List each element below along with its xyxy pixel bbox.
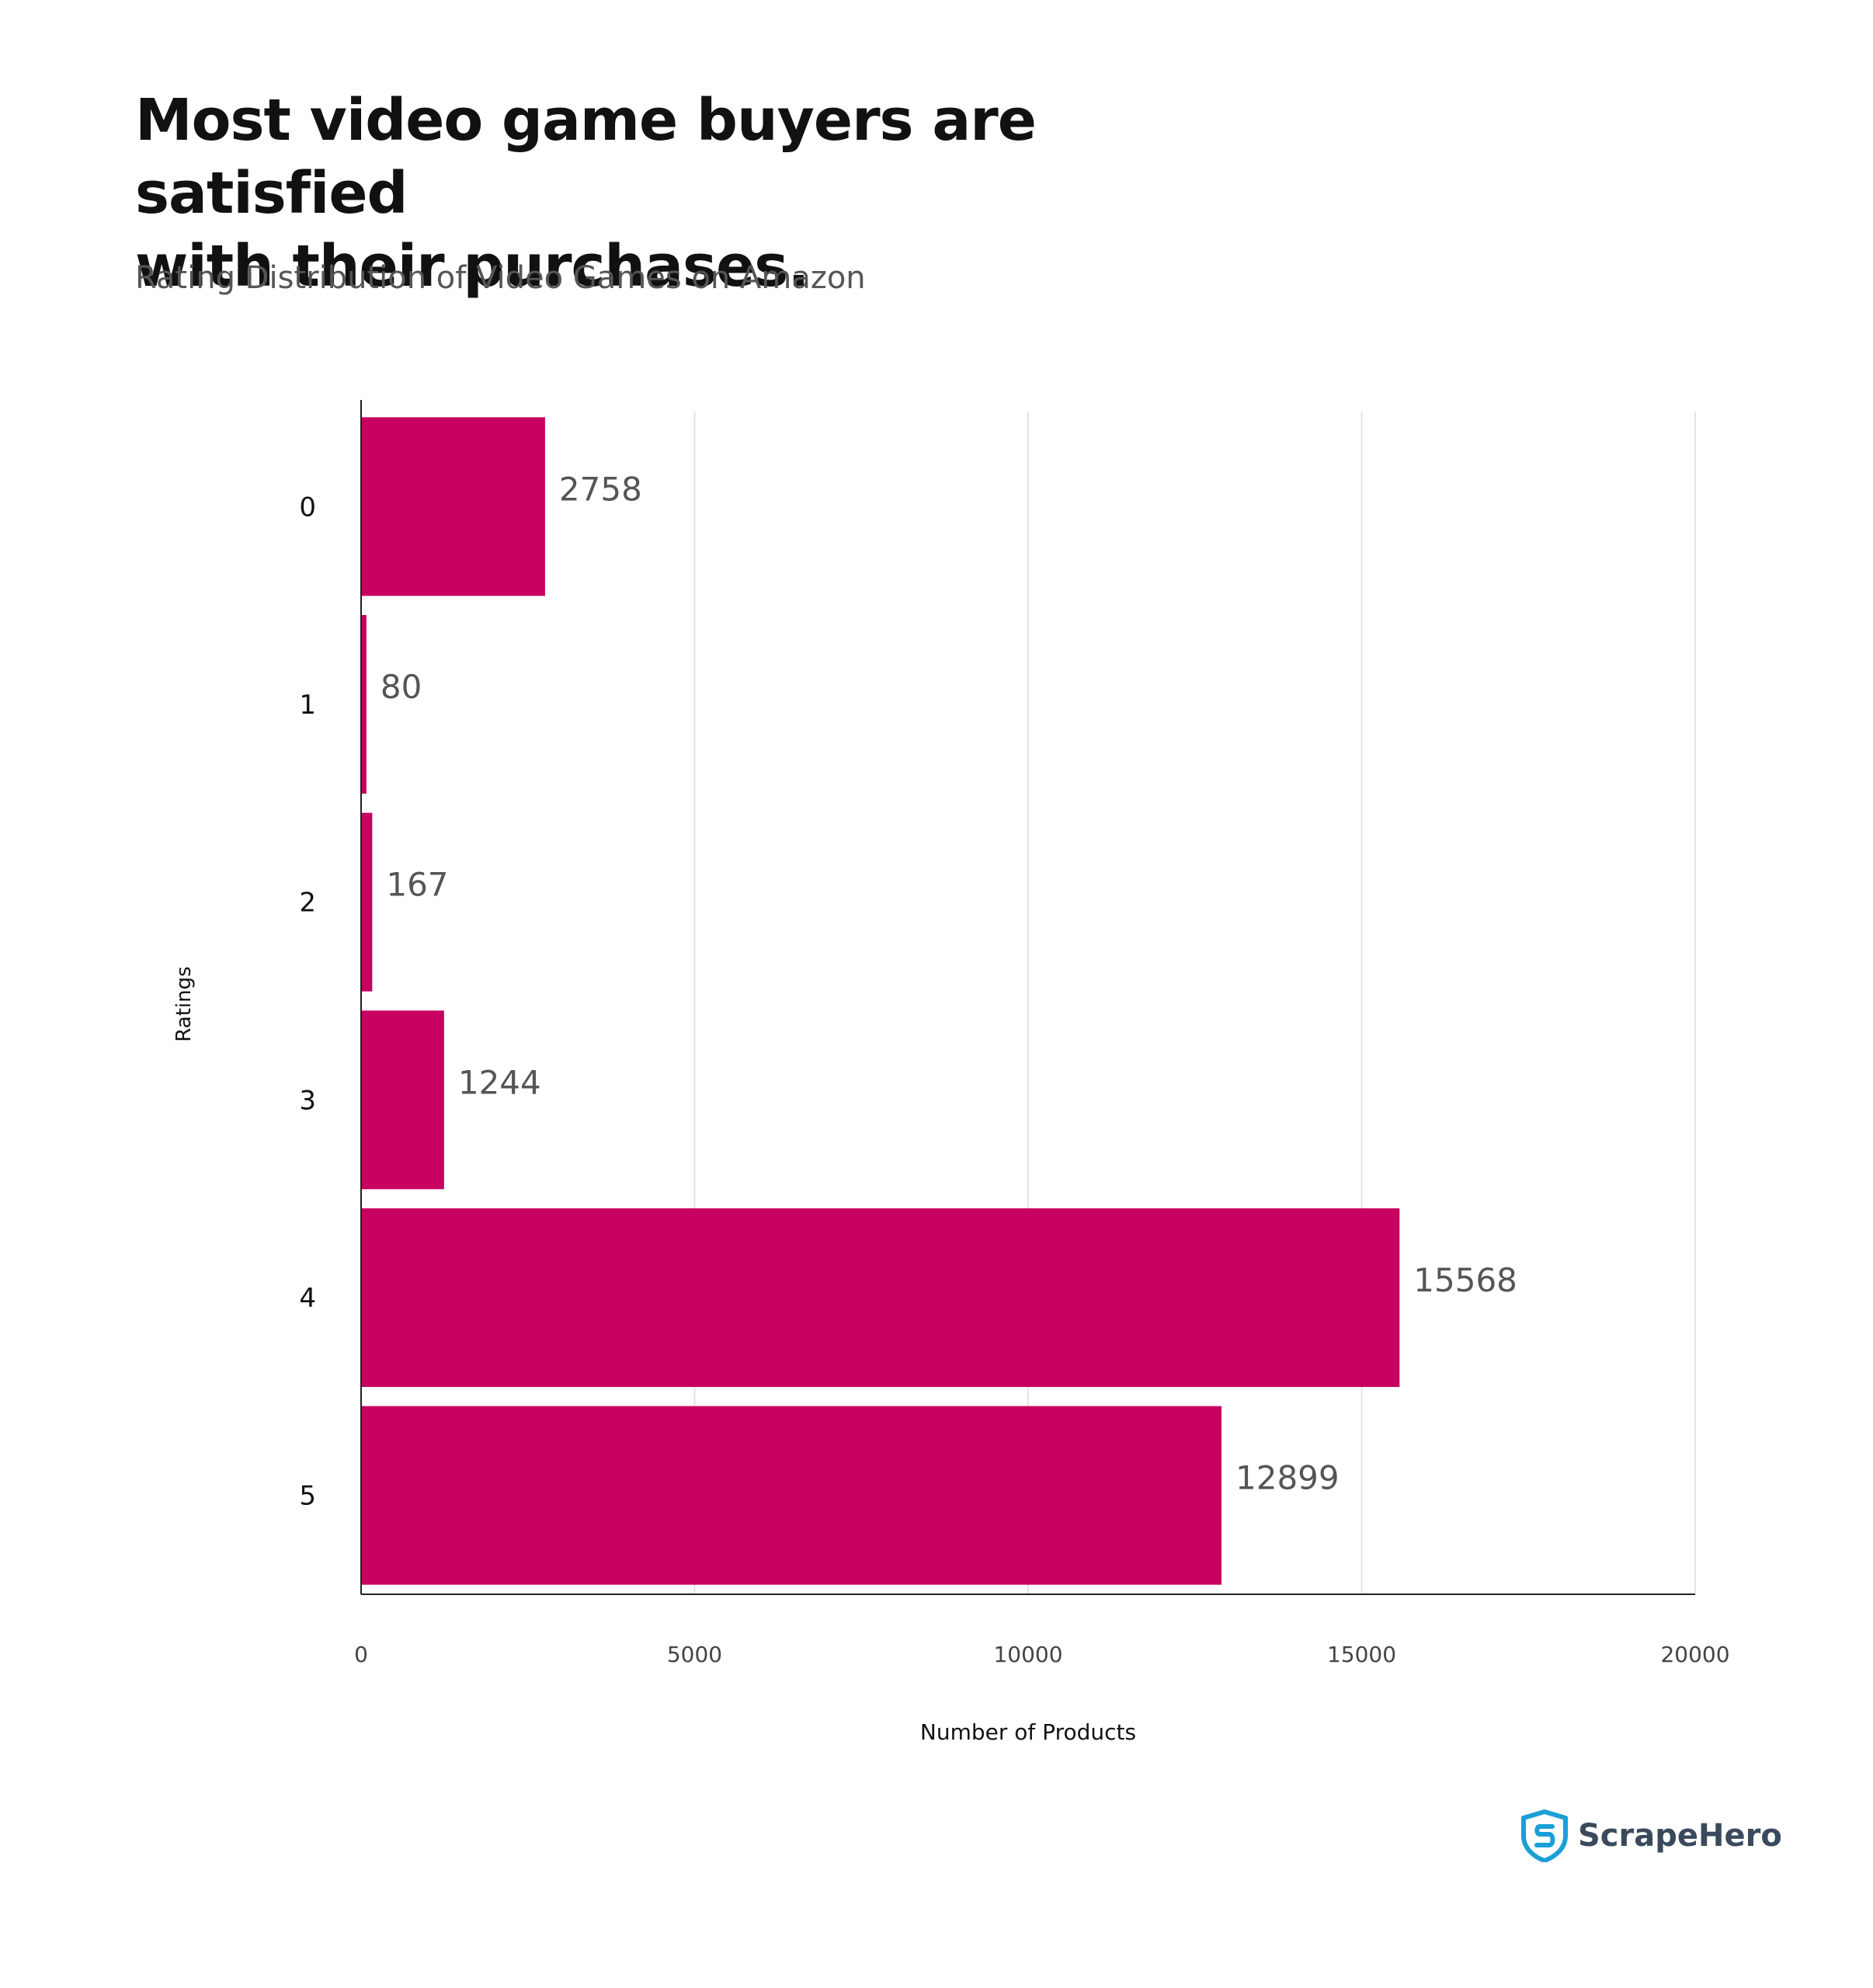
x-tick-label: 5000 [667, 1642, 722, 1667]
x-tick-label: 20000 [1660, 1642, 1729, 1667]
y-tick-label: 4 [299, 1283, 316, 1314]
data-label: 80 [381, 668, 422, 706]
x-tick-label: 10000 [993, 1642, 1062, 1667]
brand-name: ScrapeHero [1578, 1818, 1782, 1854]
bar-rating-3 [361, 1010, 444, 1190]
grid-lines [693, 412, 1696, 1594]
data-label: 1244 [458, 1063, 541, 1101]
y-tick-label: 1 [299, 690, 316, 721]
y-tick-label: 2 [299, 888, 316, 919]
chart-title-line-1: Most video game buyers are satisfied [135, 87, 1037, 227]
y-axis-title: Ratings [172, 966, 196, 1041]
y-tick-label: 3 [299, 1085, 316, 1116]
bar-rating-5 [361, 1406, 1222, 1585]
bar-rating-4 [361, 1208, 1400, 1387]
data-label: 167 [386, 866, 448, 904]
brand-logo: ScrapeHero [1520, 1809, 1782, 1862]
chart-title-line-2: with their purchases. [135, 233, 809, 300]
y-tick-label: 5 [299, 1481, 316, 1512]
chart-title: Most video game buyers are satisfied wit… [135, 84, 1300, 303]
data-label: 15568 [1413, 1261, 1517, 1299]
bar-rating-1 [361, 615, 367, 794]
shield-s-icon [1521, 1809, 1568, 1862]
x-axis-title: Number of Products [920, 1719, 1136, 1745]
x-tick-label: 15000 [1327, 1642, 1396, 1667]
data-label: 2758 [559, 470, 642, 508]
chart-subtitle: Rating Distribution of Video Games on Am… [135, 260, 866, 296]
data-label: 12899 [1235, 1459, 1340, 1497]
y-tick-label: 0 [299, 492, 316, 523]
axes [360, 400, 1695, 1595]
labels: 0 5000 10000 15000 20000 0 2758 1 80 2 167 3 1244 4 15… [172, 470, 1730, 1745]
bars [361, 417, 1400, 1585]
bar-rating-0 [361, 417, 545, 596]
x-tick-label: 0 [354, 1642, 368, 1667]
bar-rating-2 [361, 812, 373, 992]
